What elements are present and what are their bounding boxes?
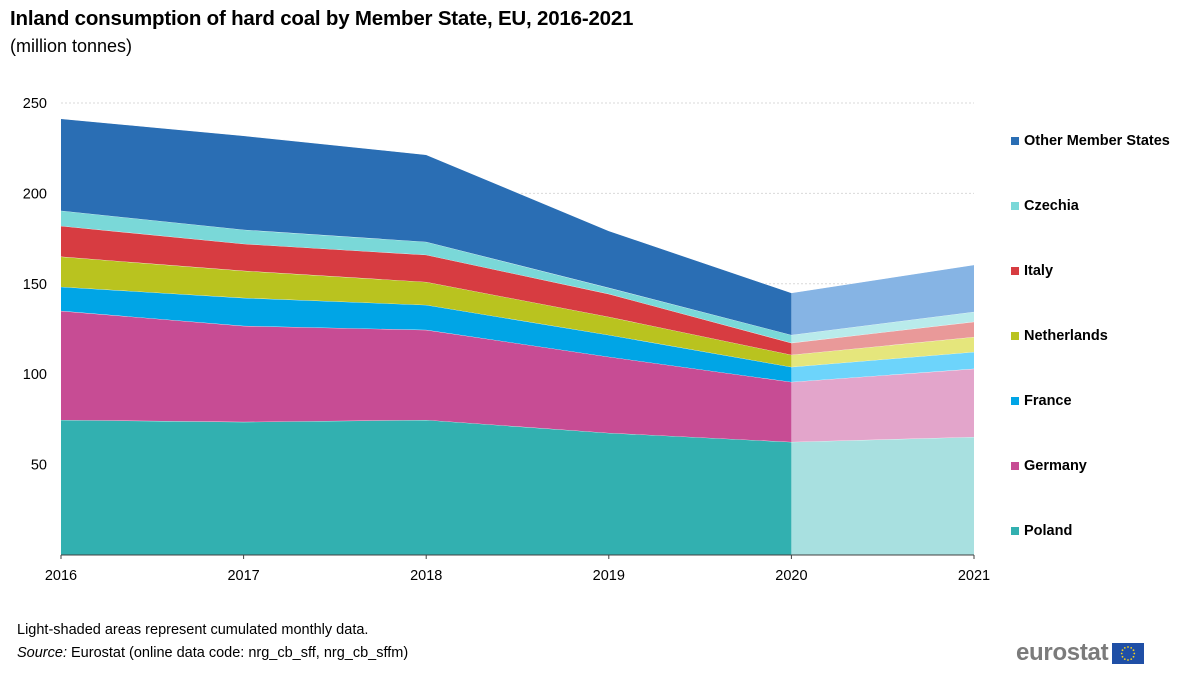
legend-label: Germany xyxy=(1024,458,1087,474)
legend-item-czechia: Czechia xyxy=(1011,198,1079,214)
chart-title: Inland consumption of hard coal by Membe… xyxy=(10,7,634,30)
x-tick-label: 2018 xyxy=(410,568,442,584)
x-tick-label: 2016 xyxy=(45,568,77,584)
legend-item-poland: Poland xyxy=(1011,523,1072,539)
axes: 2016 2017 2018 2019 2020 2021 xyxy=(45,554,990,584)
area-germany xyxy=(61,310,792,442)
y-tick-label: 50 xyxy=(31,458,47,474)
legend-item-netherlands: Netherlands xyxy=(1011,328,1108,344)
footnote: Light-shaded areas represent cumulated m… xyxy=(17,622,369,638)
legend-swatch xyxy=(1011,527,1019,535)
area-italy-monthly xyxy=(791,321,974,355)
area-netherlands-monthly xyxy=(791,336,974,367)
area-other-member-states-monthly xyxy=(791,264,974,335)
source-label: Source: xyxy=(17,645,67,661)
area-other-member-states xyxy=(61,118,792,335)
x-tick-label: 2019 xyxy=(593,568,625,584)
source-line: Source: Eurostat (online data code: nrg_… xyxy=(17,645,408,661)
legend-item-other-member-states: Other Member States xyxy=(1011,133,1170,149)
legend-swatch xyxy=(1011,462,1019,470)
legend-swatch xyxy=(1011,397,1019,405)
area-germany-monthly xyxy=(791,368,974,442)
legend-item-france: France xyxy=(1011,393,1072,409)
area-france xyxy=(61,286,792,382)
eu-flag-icon xyxy=(1112,642,1145,664)
chart-subtitle: (million tonnes) xyxy=(10,36,133,56)
legend-item-italy: Italy xyxy=(1011,263,1053,279)
logo-text: eurostat xyxy=(1016,639,1109,666)
legend-label: Czechia xyxy=(1024,198,1079,214)
area-netherlands xyxy=(61,256,792,367)
legend-swatch xyxy=(1011,267,1019,275)
legend-label: France xyxy=(1024,393,1072,409)
legend-item-germany: Germany xyxy=(1011,458,1087,474)
area-czechia-monthly xyxy=(791,311,974,343)
y-tick-label: 100 xyxy=(23,367,47,383)
area-italy xyxy=(61,225,792,355)
area-poland-monthly xyxy=(791,436,974,555)
area-czechia xyxy=(61,210,792,343)
legend-label: Netherlands xyxy=(1024,328,1108,344)
legend-swatch xyxy=(1011,332,1019,340)
legend-label: Poland xyxy=(1024,523,1073,539)
legend-label: Italy xyxy=(1024,263,1054,279)
x-tick-label: 2017 xyxy=(227,568,259,584)
source-text: Eurostat (online data code: nrg_cb_sff, … xyxy=(66,645,409,661)
area-poland xyxy=(61,419,792,555)
eurostat-logo: eurostat xyxy=(1016,639,1145,667)
y-tick-label: 150 xyxy=(23,277,47,293)
legend-swatch xyxy=(1011,137,1019,145)
x-tick-label: 2021 xyxy=(958,568,990,584)
y-tick-label: 200 xyxy=(23,186,47,202)
legend-swatch xyxy=(1011,202,1019,210)
area-series xyxy=(60,118,975,555)
area-edge-other-member-states xyxy=(60,118,975,294)
legend-label: Other Member States xyxy=(1024,133,1170,149)
y-tick-label: 250 xyxy=(23,96,47,112)
x-tick-label: 2020 xyxy=(775,568,807,584)
area-france-monthly xyxy=(791,351,974,382)
